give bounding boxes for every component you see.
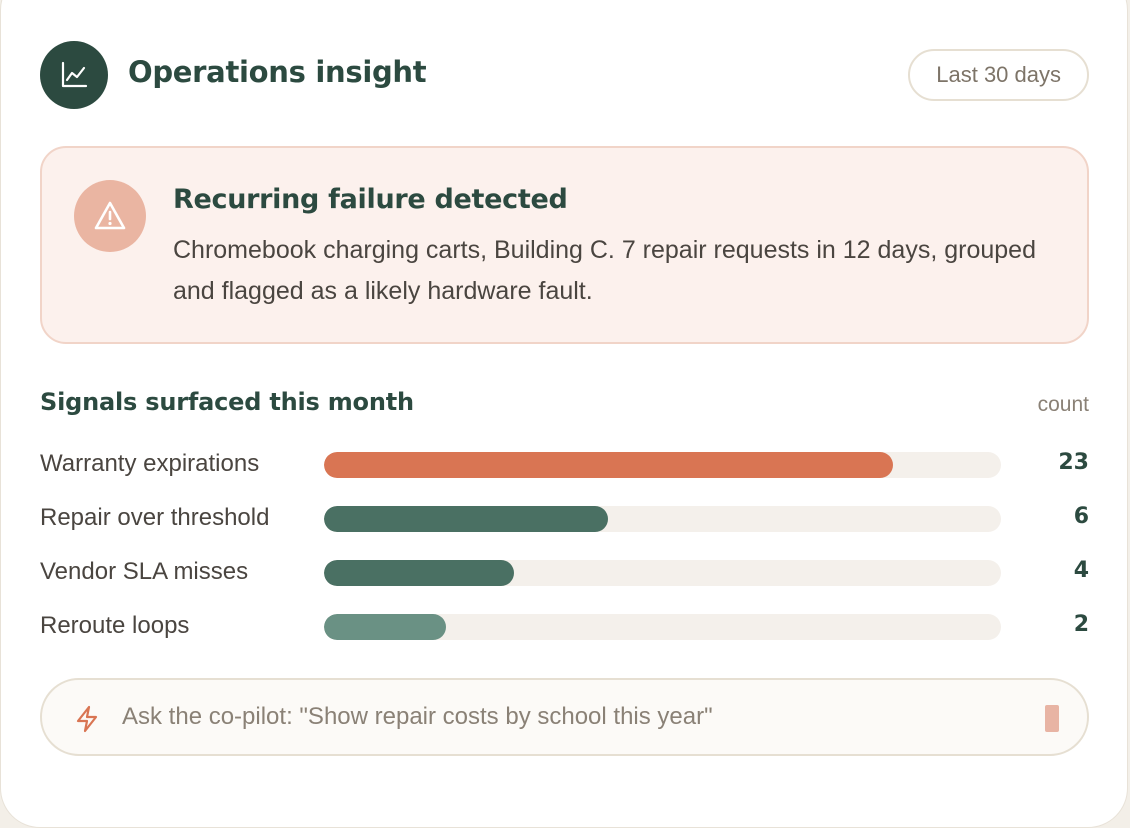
signal-row: Warranty expirations 23 <box>40 450 1089 482</box>
signal-label: Reroute loops <box>40 612 190 639</box>
signal-label: Repair over threshold <box>40 504 270 531</box>
warning-triangle-icon <box>74 180 146 252</box>
alert-title: Recurring failure detected <box>173 184 568 215</box>
signal-bar-track <box>324 506 1001 532</box>
copilot-input[interactable] <box>122 694 1002 740</box>
period-select-button[interactable]: Last 30 days <box>908 49 1089 101</box>
signal-count: 6 <box>1073 504 1089 529</box>
signal-bar-fill <box>324 506 609 532</box>
signal-count: 23 <box>1058 450 1089 475</box>
signal-bar-fill <box>324 614 446 640</box>
signal-row: Vendor SLA misses 4 <box>40 558 1089 590</box>
line-chart-icon <box>40 41 108 109</box>
signals-heading: Signals surfaced this month <box>40 388 414 416</box>
signal-row: Reroute loops 2 <box>40 612 1089 644</box>
card-header: Operations insight Last 30 days <box>40 41 1089 109</box>
signal-count: 4 <box>1073 558 1089 583</box>
warning-triangle-glyph <box>94 201 126 230</box>
line-chart-glyph <box>61 61 88 88</box>
lightning-bolt-icon <box>76 705 98 733</box>
recurring-failure-alert: Recurring failure detected Chromebook ch… <box>40 146 1089 344</box>
signal-bar-track <box>324 452 1001 478</box>
copilot-query-field[interactable] <box>40 678 1089 756</box>
signal-bar-fill <box>324 560 514 586</box>
page-title: Operations insight <box>128 55 427 89</box>
signal-label: Vendor SLA misses <box>40 558 249 585</box>
count-column-label: count <box>1037 393 1089 416</box>
alert-description: Chromebook charging carts, Building C. 7… <box>173 236 1036 305</box>
signal-label: Warranty expirations <box>40 450 260 477</box>
signal-bar-track <box>324 560 1001 586</box>
signal-count: 2 <box>1073 612 1089 637</box>
signal-bar-fill <box>324 452 893 478</box>
text-cursor <box>1045 705 1059 732</box>
signal-row: Repair over threshold 6 <box>40 504 1089 536</box>
signal-bar-track <box>324 614 1001 640</box>
